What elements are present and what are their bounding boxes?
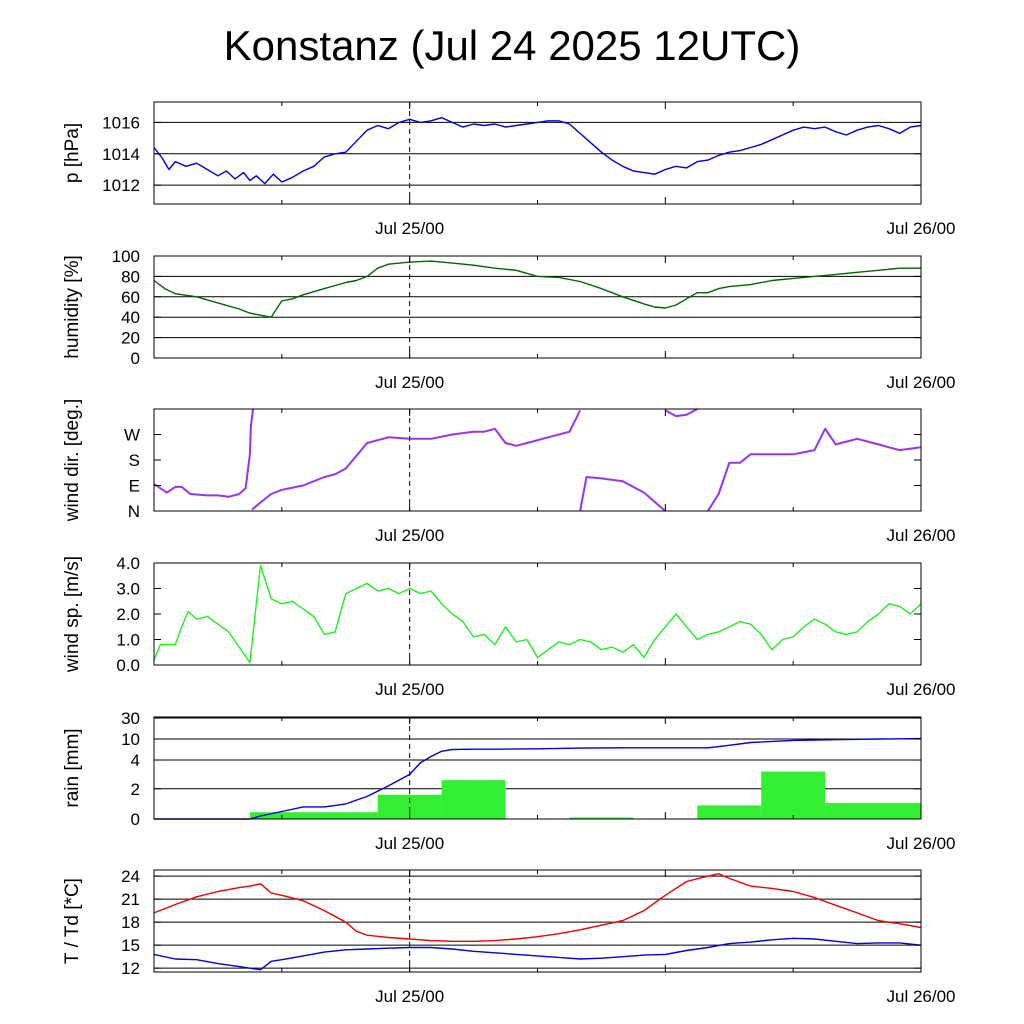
wind_direction-series-0 xyxy=(153,454,251,498)
panel-frame xyxy=(153,869,922,973)
humidity-series-0 xyxy=(153,260,921,318)
y-axis-label: wind sp. [m/s] xyxy=(62,556,83,673)
x-tick-label: Jul 25/00 xyxy=(375,526,444,545)
y-tick-label: N xyxy=(128,502,140,521)
y-tick-label: W xyxy=(124,426,140,445)
panel-temperature: 12 15 18 21 24 Jul 25/00 Jul 26/00 T / Td [*C] xyxy=(62,867,956,1006)
y-tick-label: 4.0 xyxy=(116,554,140,573)
panel-frame xyxy=(153,101,922,205)
y-tick-label: 10 xyxy=(121,730,140,749)
x-tick-label: Jul 25/00 xyxy=(375,680,444,699)
rain-bar xyxy=(249,812,378,819)
y-tick-label: 1014 xyxy=(102,145,140,164)
y-tick-label: 3.0 xyxy=(116,580,140,599)
temperature-series-T xyxy=(153,873,922,942)
y-tick-label: 0 xyxy=(131,810,140,829)
panel-rain: 0 2 4 10 30 Jul 25/00 Jul 26/00 rain [mm] xyxy=(62,709,956,853)
y-tick-label: S xyxy=(129,451,140,470)
y-tick-label: E xyxy=(129,477,140,496)
y-tick-label: 12 xyxy=(121,959,140,978)
y-tick-label: 18 xyxy=(121,913,140,932)
rain-bar xyxy=(825,803,921,819)
y-tick-label: 0 xyxy=(131,349,140,368)
y-tick-label: 80 xyxy=(121,267,140,286)
rain-bar xyxy=(441,780,506,819)
y-axis-label: T / Td [*C] xyxy=(62,878,83,964)
y-tick-label: 20 xyxy=(121,329,140,348)
panel-pressure: 1012 1014 1016 Jul 25/00 Jul 26/00 p [hPa] xyxy=(62,101,956,238)
y-tick-label: 1016 xyxy=(102,113,140,132)
y-tick-label: 21 xyxy=(121,890,140,909)
rain-bar xyxy=(569,817,634,819)
rain-bar xyxy=(697,805,762,819)
panel-frame xyxy=(153,255,922,359)
x-tick-label: Jul 26/00 xyxy=(887,680,956,699)
y-tick-label: 30 xyxy=(121,709,140,728)
y-axis-label: p [hPa] xyxy=(62,123,83,183)
y-tick-label: 100 xyxy=(112,247,140,266)
y-axis-label: rain [mm] xyxy=(62,728,83,807)
x-tick-label: Jul 25/00 xyxy=(375,373,444,392)
wind_direction-series-0 xyxy=(251,409,581,511)
y-tick-label: 15 xyxy=(121,936,140,955)
chart-title: Konstanz (Jul 24 2025 12UTC) xyxy=(223,22,801,69)
panel-wind_speed: 0.0 1.0 2.0 3.0 4.0 Jul 25/00 Jul 26/00 wind sp… xyxy=(62,554,956,699)
y-tick-label: 0.0 xyxy=(116,656,140,675)
y-tick-label: 40 xyxy=(121,308,140,327)
pressure-series-0 xyxy=(153,116,922,185)
rain-bar xyxy=(761,771,826,819)
y-tick-label: 4 xyxy=(131,751,140,770)
x-tick-label: Jul 25/00 xyxy=(375,834,444,853)
y-axis-label: humidity [%] xyxy=(62,255,83,358)
x-tick-label: Jul 25/00 xyxy=(375,219,444,238)
x-tick-label: Jul 26/00 xyxy=(887,526,956,545)
y-tick-label: 24 xyxy=(121,867,140,886)
y-axis-label: wind dir. [deg.] xyxy=(62,399,83,523)
y-tick-label: 1012 xyxy=(102,176,140,195)
y-tick-label: 60 xyxy=(121,288,140,307)
y-tick-label: 1.0 xyxy=(116,631,140,650)
wind_speed-series-0 xyxy=(153,564,922,664)
y-tick-label: 2 xyxy=(131,780,140,799)
wind_direction-series-0 xyxy=(579,476,666,512)
x-tick-label: Jul 26/00 xyxy=(887,834,956,853)
wind_direction-series-0 xyxy=(707,427,922,512)
temperature-series-Td xyxy=(153,937,922,971)
panel-frame xyxy=(153,562,922,666)
x-tick-label: Jul 25/00 xyxy=(375,987,444,1006)
x-tick-label: Jul 26/00 xyxy=(887,987,956,1006)
x-tick-label: Jul 26/00 xyxy=(887,373,956,392)
x-tick-label: Jul 26/00 xyxy=(887,219,956,238)
y-tick-label: 2.0 xyxy=(116,605,140,624)
rain-series-accumulated xyxy=(154,737,922,820)
wind_direction-series-0 xyxy=(664,408,698,418)
wind_direction-series-0 xyxy=(248,408,255,455)
